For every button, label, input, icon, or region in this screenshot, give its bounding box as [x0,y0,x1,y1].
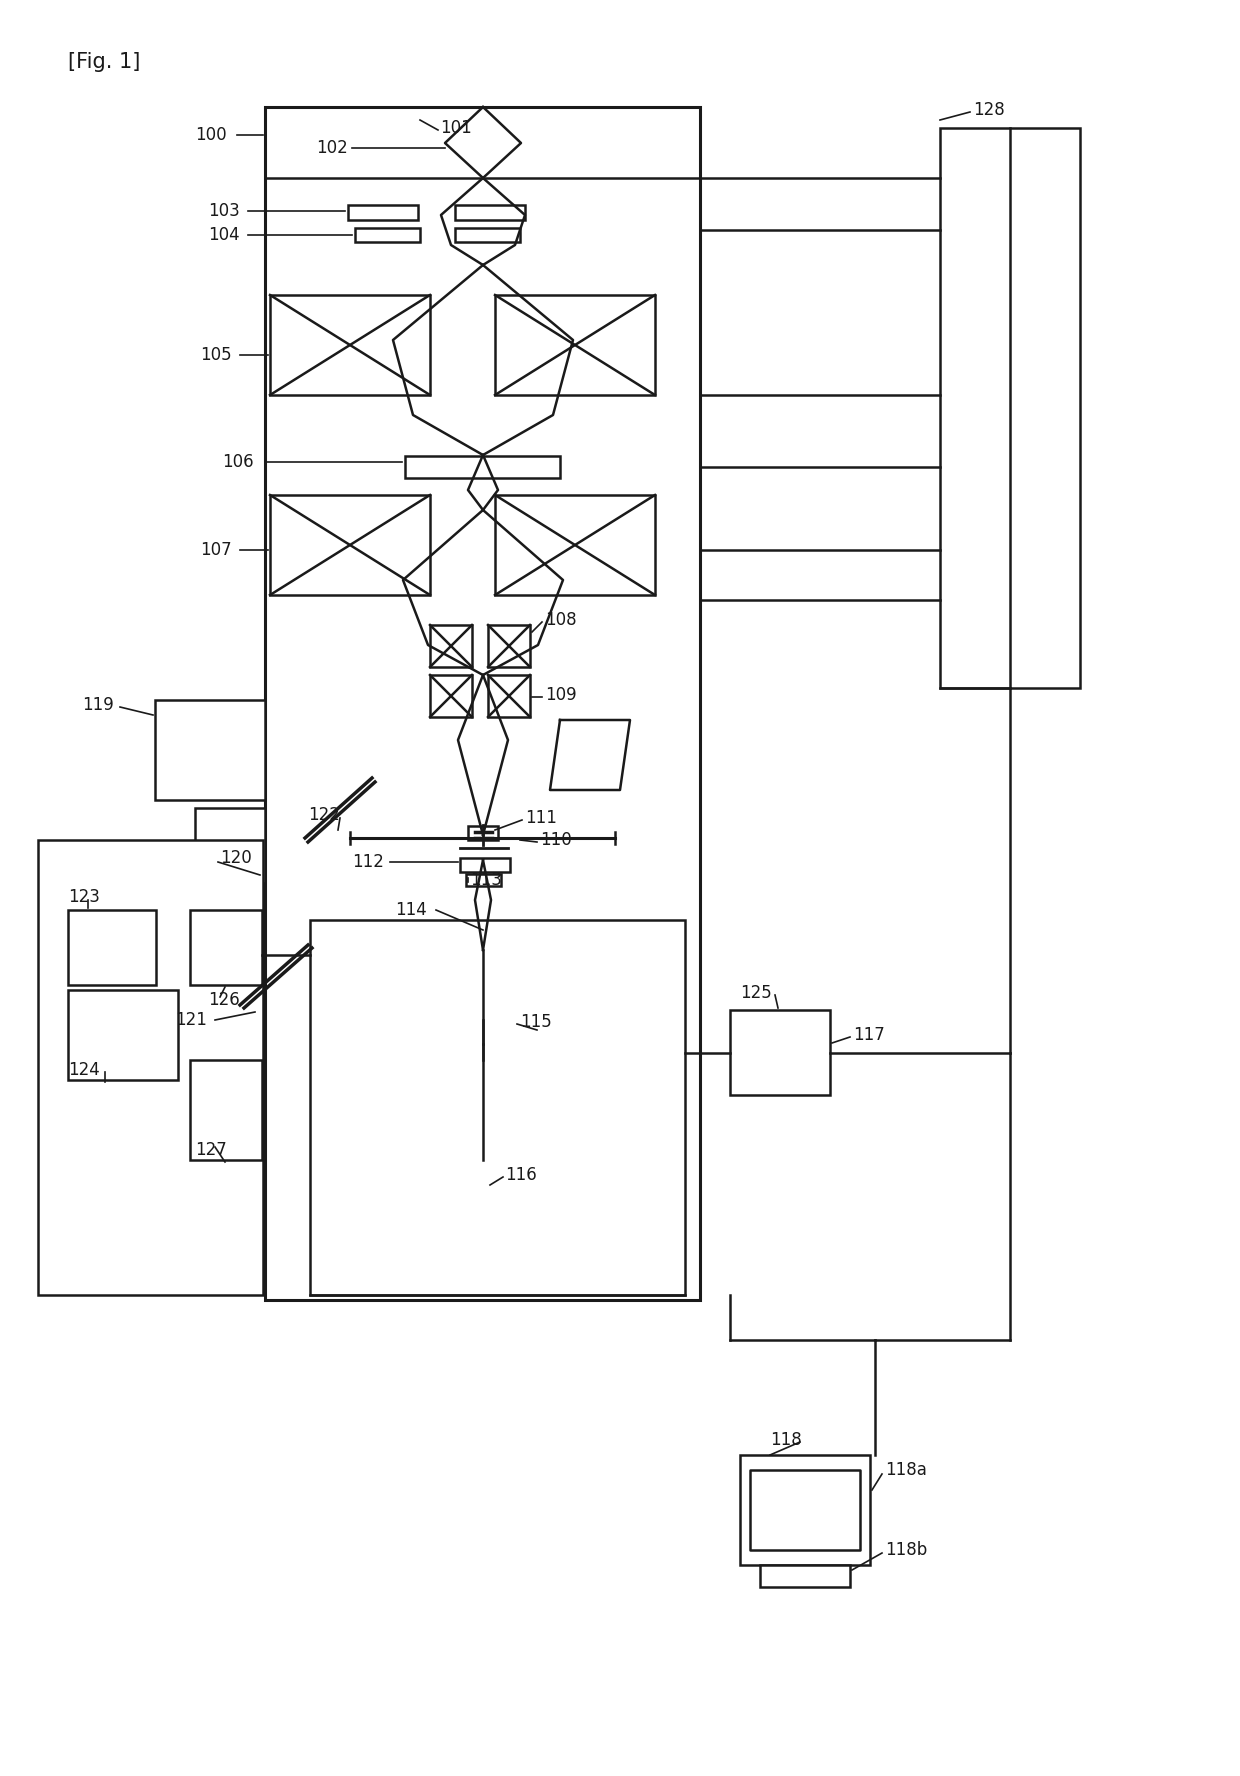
Bar [460,858,510,872]
Bar [155,700,265,799]
Text: 110: 110 [539,831,572,849]
Bar [455,227,520,242]
Text: 113: 113 [470,870,502,890]
Bar [38,840,263,1295]
Text: 120: 120 [219,849,252,867]
Bar [495,295,655,394]
Text: 106: 106 [222,453,254,471]
Text: 117: 117 [853,1027,885,1044]
Bar [190,1060,262,1160]
Text: 108: 108 [546,611,577,629]
Bar [348,204,418,220]
Text: 107: 107 [200,542,232,559]
Bar [940,128,1080,687]
Text: 119: 119 [82,696,114,714]
Bar [310,920,684,1295]
Bar [190,909,262,986]
Text: 105: 105 [200,346,232,364]
Text: 127: 127 [195,1140,227,1160]
Text: 112: 112 [352,852,384,870]
Bar [430,1019,534,1043]
Text: 116: 116 [505,1167,537,1185]
Bar [195,808,265,883]
Text: 124: 124 [68,1060,99,1080]
Text: 125: 125 [740,984,771,1002]
Text: 102: 102 [316,139,347,156]
Bar [405,456,560,478]
Bar [730,1011,830,1096]
Text: 111: 111 [525,810,557,828]
Text: 115: 115 [520,1012,552,1032]
Text: 103: 103 [208,202,239,220]
Bar [265,107,701,1300]
Bar [430,625,472,668]
Bar [270,496,430,595]
Bar [489,675,529,718]
Text: 114: 114 [396,900,427,918]
Bar [355,227,420,242]
Text: 100: 100 [195,126,227,144]
Text: 104: 104 [208,226,239,243]
Bar [495,496,655,595]
Bar [740,1455,870,1565]
Bar [750,1471,861,1550]
Text: 109: 109 [546,686,577,703]
Text: 128: 128 [973,101,1004,119]
Text: 118a: 118a [885,1462,926,1479]
Text: 122: 122 [308,806,340,824]
Bar [760,1565,849,1588]
Bar [68,989,179,1080]
Text: 123: 123 [68,888,100,906]
Bar [455,204,525,220]
Bar [270,295,430,394]
Text: 126: 126 [208,991,239,1009]
Text: [Fig. 1]: [Fig. 1] [68,52,140,73]
Text: 101: 101 [440,119,471,137]
Text: 121: 121 [175,1011,207,1028]
Text: 118b: 118b [885,1542,928,1559]
Bar [489,625,529,668]
Bar [68,909,156,986]
Bar [430,675,472,718]
Text: 118: 118 [770,1431,802,1449]
Bar [466,874,501,886]
Bar [420,1160,546,1280]
Bar [467,826,498,840]
